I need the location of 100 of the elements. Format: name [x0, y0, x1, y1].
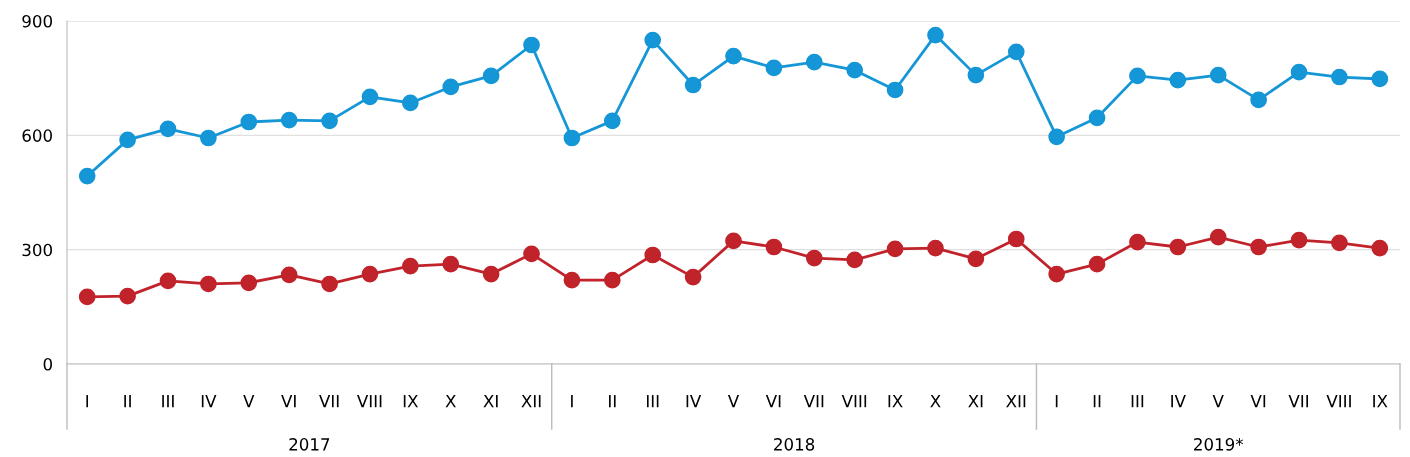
- point: [361, 88, 379, 106]
- point: [321, 275, 338, 293]
- x-tick-label: XI: [968, 395, 983, 408]
- x-tick-label: XII: [521, 395, 541, 408]
- x-tick-label: V: [1212, 395, 1224, 408]
- point: [846, 251, 864, 269]
- point: [765, 59, 783, 77]
- point: [1250, 238, 1267, 256]
- x-tick-label: II: [124, 395, 131, 408]
- x-tick-label: VI: [1250, 395, 1266, 408]
- point: [927, 26, 944, 44]
- point: [119, 287, 136, 305]
- point: [725, 47, 742, 65]
- point: [563, 271, 581, 289]
- point: [684, 268, 702, 286]
- point: [603, 271, 621, 289]
- text: 2018: [774, 438, 815, 451]
- point: [927, 239, 944, 257]
- point: [280, 266, 298, 284]
- point: [1129, 67, 1146, 85]
- point: [1371, 70, 1389, 88]
- point: [78, 167, 96, 185]
- x-tick-label: V: [727, 395, 740, 408]
- point: [1371, 239, 1389, 257]
- point: [644, 246, 662, 264]
- text: 2017: [289, 438, 330, 451]
- point: [240, 113, 258, 131]
- text: 2019*: [1194, 438, 1244, 451]
- point: [482, 265, 500, 283]
- point: [805, 53, 823, 71]
- point: [1088, 255, 1106, 273]
- point: [765, 238, 783, 256]
- point: [1129, 233, 1146, 251]
- point: [442, 255, 460, 273]
- point: [1331, 234, 1348, 252]
- x-tick-label: III: [162, 395, 174, 408]
- point: [603, 112, 621, 130]
- x-tick-label: I: [571, 395, 573, 408]
- point: [523, 36, 540, 54]
- x-tick-label: XI: [483, 395, 498, 408]
- point: [846, 61, 864, 79]
- x-tick-label: VI: [281, 395, 296, 408]
- point: [967, 250, 985, 268]
- point: [725, 232, 742, 250]
- point: [563, 129, 581, 147]
- point: [967, 66, 985, 84]
- x-tick-label: VII: [319, 395, 339, 408]
- y-tick-label: 0: [43, 357, 52, 371]
- x-tick-label: IX: [1373, 395, 1388, 408]
- point: [1048, 128, 1065, 146]
- point: [1290, 231, 1308, 249]
- x-tick-label: XII: [1006, 395, 1026, 408]
- x-tick-label: X: [445, 395, 456, 408]
- point: [1209, 228, 1227, 246]
- x-tick-label: VI: [765, 395, 781, 408]
- x-tick-label: I: [86, 395, 89, 408]
- point: [1007, 43, 1025, 61]
- x-tick-label: VII: [1288, 395, 1308, 408]
- point: [159, 272, 177, 290]
- x-tick-label: I: [1055, 395, 1058, 408]
- point: [78, 288, 96, 306]
- y-tick-label: 900: [22, 14, 52, 28]
- y-tick-label: 300: [22, 243, 52, 257]
- x-tick-label: IV: [1171, 395, 1186, 408]
- x-tick-label: VIII: [841, 395, 867, 408]
- x-tick-label: X: [930, 395, 941, 408]
- point: [442, 78, 460, 96]
- point: [119, 131, 136, 149]
- point: [402, 257, 419, 275]
- point: [1088, 109, 1106, 127]
- point: [159, 120, 177, 138]
- point: [482, 67, 500, 85]
- point: [1048, 265, 1065, 283]
- point: [280, 111, 298, 129]
- point: [886, 240, 904, 258]
- x-tick-label: IV: [686, 395, 702, 408]
- point: [805, 249, 823, 267]
- x-tick-label: III: [1131, 395, 1144, 408]
- point: [886, 81, 904, 99]
- point: [644, 31, 662, 49]
- x-tick-label: III: [646, 395, 659, 408]
- x-tick-label: II: [609, 395, 616, 408]
- point: [402, 94, 419, 112]
- point: [240, 274, 258, 292]
- x-tick-label: V: [243, 395, 255, 408]
- point: [684, 76, 702, 94]
- point: [200, 129, 217, 147]
- x-tick-label: IX: [403, 395, 418, 408]
- point: [1169, 71, 1187, 89]
- point: [1331, 68, 1348, 86]
- point: [1007, 230, 1025, 248]
- x-tick-label: IV: [201, 395, 217, 408]
- y-tick-label: 600: [22, 129, 52, 142]
- x-tick-label: II: [1093, 395, 1101, 408]
- point: [1250, 91, 1267, 109]
- point: [1290, 63, 1308, 81]
- point: [1209, 66, 1227, 84]
- x-tick-label: IX: [888, 395, 903, 408]
- point: [523, 245, 540, 263]
- point: [1169, 238, 1187, 256]
